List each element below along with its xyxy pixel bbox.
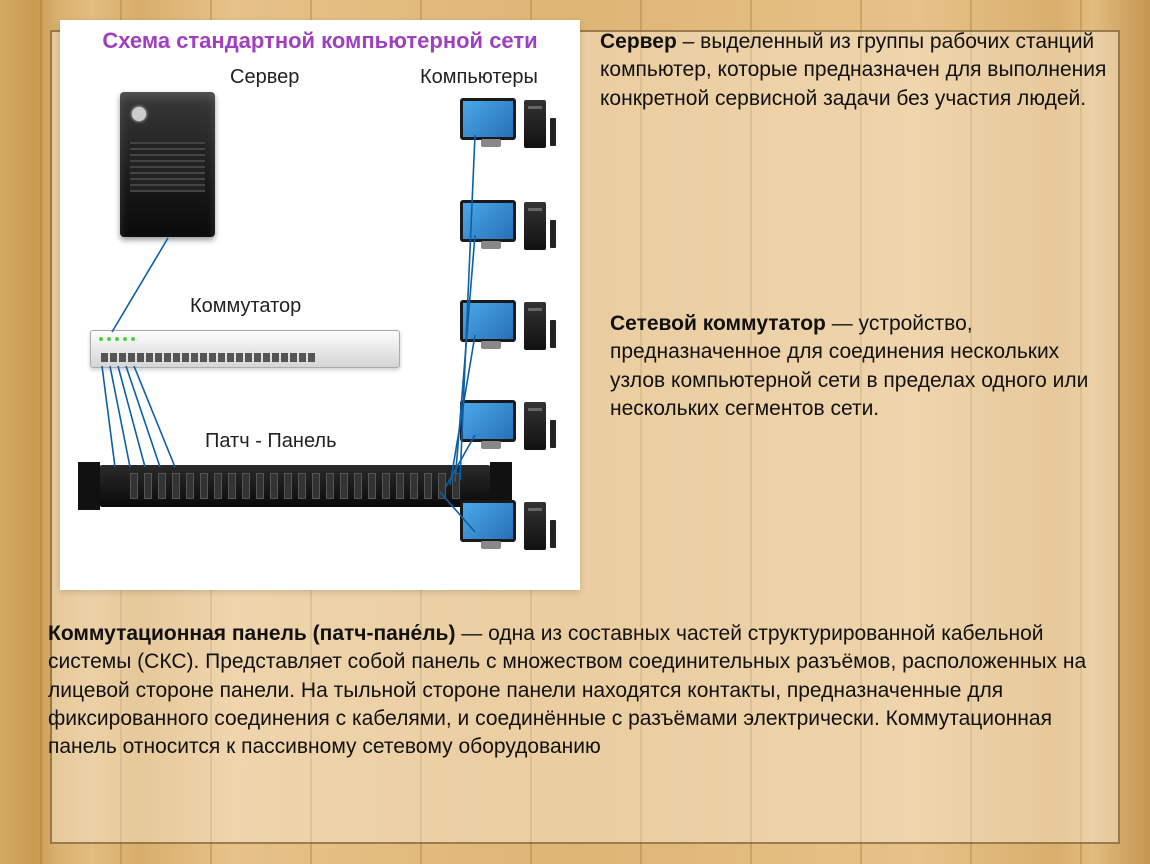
label-server: Сервер bbox=[230, 66, 299, 89]
definition-switch: Сетевой коммутатор — устройство, предназ… bbox=[610, 310, 1120, 423]
label-patch: Патч - Панель bbox=[205, 430, 337, 453]
definition-server: Сервер – выделенный из группы рабочих ст… bbox=[600, 28, 1120, 113]
switch-icon bbox=[90, 330, 400, 368]
computer-icon bbox=[460, 500, 560, 560]
term-server: Сервер bbox=[600, 30, 677, 53]
computer-icon bbox=[460, 300, 560, 360]
body-server: – выделенный из группы рабочих станций к… bbox=[600, 30, 1106, 110]
patch-panel-icon bbox=[100, 465, 490, 507]
term-switch: Сетевой коммутатор bbox=[610, 312, 826, 335]
label-switch: Коммутатор bbox=[190, 295, 301, 318]
diagram-title: Схема стандартной компьютерной сети bbox=[60, 28, 580, 54]
computer-icon bbox=[460, 98, 560, 158]
label-computers: Компьютеры bbox=[420, 66, 538, 89]
server-icon bbox=[120, 92, 215, 237]
network-diagram-panel: Схема стандартной компьютерной сети Серв… bbox=[60, 20, 580, 590]
computer-icon bbox=[460, 200, 560, 260]
definition-patch-panel: Коммутационная панель (патч-пане́ль) — о… bbox=[48, 620, 1118, 762]
computer-icon bbox=[460, 400, 560, 460]
term-patch: Коммутационная панель (патч-пане́ль) bbox=[48, 622, 455, 645]
